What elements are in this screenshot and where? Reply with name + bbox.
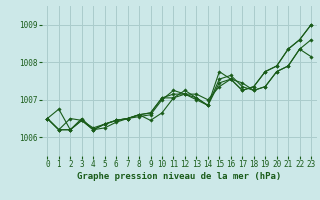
X-axis label: Graphe pression niveau de la mer (hPa): Graphe pression niveau de la mer (hPa) bbox=[77, 172, 281, 181]
